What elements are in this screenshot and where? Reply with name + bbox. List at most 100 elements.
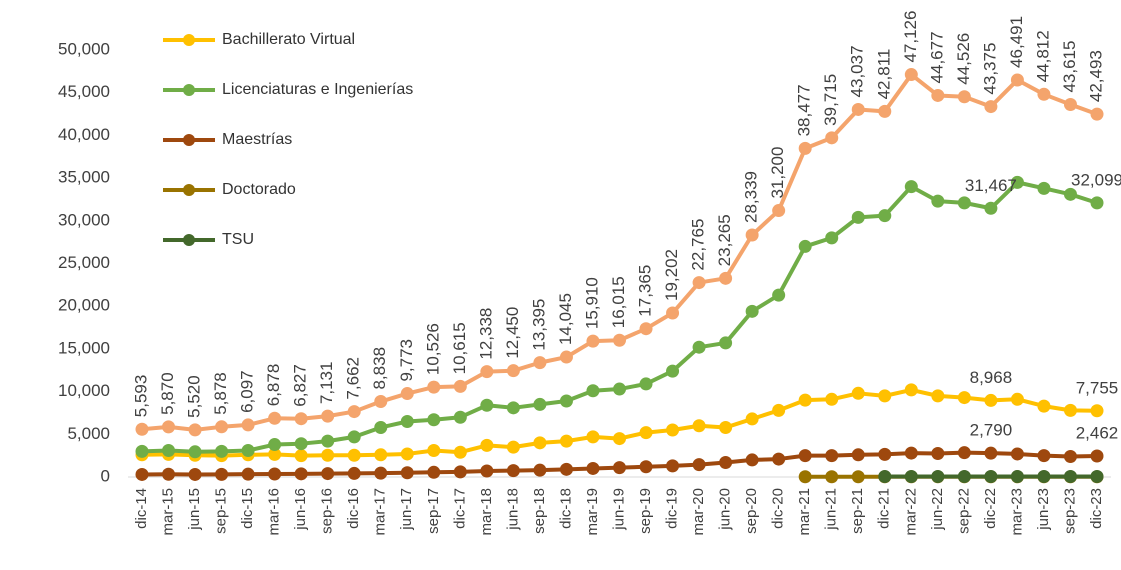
x-tick-label: mar-18: [478, 488, 495, 536]
x-tick-label: dic-16: [345, 488, 362, 529]
data-label: 39,715: [821, 74, 840, 126]
data-point: [294, 412, 308, 426]
x-tick-label: sep-23: [1061, 488, 1078, 534]
y-tick-label: 45,000: [58, 82, 110, 101]
y-tick-label: 5,000: [67, 424, 110, 443]
data-label: 31,467: [965, 176, 1017, 195]
data-label: 9,773: [397, 339, 416, 382]
data-point: [984, 100, 998, 114]
data-point: [957, 469, 971, 483]
x-tick-label: sep-17: [425, 488, 442, 534]
legend-label: Bachillerato Virtual: [222, 31, 355, 48]
data-point: [719, 420, 733, 434]
data-point: [321, 448, 335, 462]
data-point: [321, 434, 335, 448]
x-tick-label: jun-15: [186, 488, 203, 531]
data-point: [851, 448, 865, 462]
data-point: [1037, 181, 1051, 195]
data-point: [931, 194, 945, 208]
data-point: [984, 469, 998, 483]
x-tick-label: jun-21: [823, 488, 840, 531]
data-point: [1010, 73, 1024, 87]
data-point: [825, 449, 839, 463]
data-point: [931, 469, 945, 483]
data-point: [374, 395, 388, 409]
data-point: [294, 437, 308, 451]
data-point: [719, 336, 733, 350]
data-point: [321, 409, 335, 423]
data-point: [1037, 87, 1051, 101]
data-label: 19,202: [662, 249, 681, 301]
data-label: 8,838: [370, 347, 389, 390]
data-point: [1090, 107, 1104, 121]
data-point: [1090, 449, 1104, 463]
y-tick-label: 50,000: [58, 39, 110, 58]
data-point: [613, 461, 626, 475]
data-point: [347, 448, 361, 462]
data-label: 42,493: [1086, 50, 1105, 102]
data-point: [984, 393, 998, 407]
x-tick-label: mar-16: [266, 488, 283, 536]
data-label: 17,365: [636, 265, 655, 317]
data-point: [666, 423, 680, 437]
data-label: 12,338: [476, 308, 495, 360]
data-label: 13,395: [529, 299, 548, 351]
data-point: [692, 419, 706, 433]
data-point: [1010, 392, 1024, 406]
data-label: 28,339: [742, 171, 761, 223]
x-tick-label: jun-20: [717, 488, 734, 531]
data-label: 43,375: [980, 43, 999, 95]
data-point: [931, 389, 945, 403]
data-point: [798, 141, 812, 155]
x-tick-label: mar-22: [902, 488, 919, 536]
data-point: [586, 461, 600, 475]
data-point: [692, 340, 706, 354]
y-tick-label: 0: [101, 466, 110, 485]
data-point: [957, 196, 971, 210]
x-tick-label: dic-14: [133, 488, 150, 529]
data-point: [878, 469, 892, 483]
data-point: [1063, 469, 1077, 483]
data-point: [666, 364, 680, 378]
data-point: [719, 271, 733, 285]
data-point: [639, 322, 653, 336]
x-tick-label: sep-16: [319, 488, 336, 534]
data-point: [666, 459, 680, 473]
data-point: [1063, 403, 1077, 417]
data-point: [1090, 196, 1104, 210]
legend-marker: [183, 134, 195, 146]
x-tick-label: mar-15: [159, 488, 176, 536]
data-label: 6,878: [264, 364, 283, 407]
data-point: [400, 466, 414, 480]
data-point: [215, 420, 229, 434]
x-tick-label: dic-17: [451, 488, 468, 529]
data-point: [772, 204, 786, 218]
data-label: 2,790: [970, 421, 1013, 440]
data-point: [559, 462, 573, 476]
data-point: [878, 104, 892, 118]
data-label: 12,450: [503, 307, 522, 359]
data-point: [1063, 450, 1077, 464]
data-point: [268, 438, 282, 452]
data-point: [613, 432, 626, 446]
data-point: [1090, 404, 1104, 418]
data-point: [745, 304, 759, 318]
data-point: [666, 306, 680, 320]
data-point: [745, 412, 759, 426]
data-label: 7,662: [344, 357, 363, 400]
data-point: [798, 393, 812, 407]
data-point: [772, 288, 786, 302]
data-label: 5,878: [211, 372, 230, 415]
data-point: [135, 467, 149, 481]
data-point: [427, 465, 441, 479]
data-point: [268, 411, 282, 425]
y-tick-label: 15,000: [58, 338, 110, 357]
data-point: [135, 444, 149, 458]
data-point: [453, 410, 467, 424]
data-label: 16,015: [609, 276, 628, 328]
data-point: [586, 334, 600, 348]
y-tick-label: 20,000: [58, 296, 110, 315]
x-tick-label: sep-18: [531, 488, 548, 534]
data-point: [1010, 469, 1024, 483]
